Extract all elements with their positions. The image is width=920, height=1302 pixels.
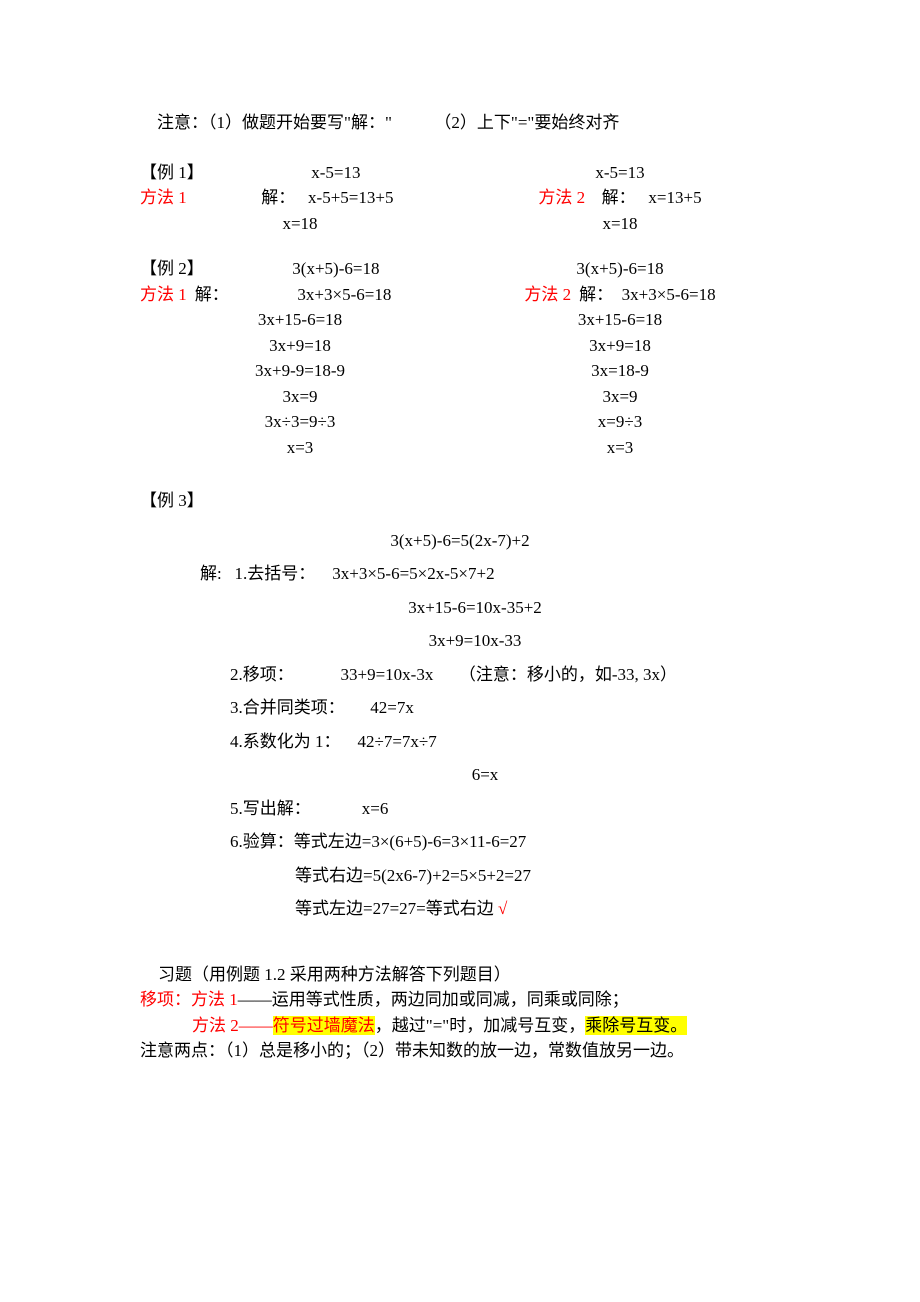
ex3-s4a: 42÷7=7x÷7: [358, 732, 437, 751]
footer-l2-rest: ——运用等式性质，两边同加或同减，同乘或同除；: [238, 990, 629, 1009]
ex1-title: 【例 1】: [140, 160, 204, 186]
ex2-c1-l5: 3x+9-9=18-9: [140, 358, 460, 384]
ex1-c1-solve: 解：: [261, 185, 295, 211]
ex2-c2-solve: 解：: [579, 282, 613, 308]
ex3-s6-lbl: 6.验算：: [230, 832, 294, 851]
note-prefix: 注意：: [157, 113, 208, 132]
footer-l3: 方法 2——符号过墙魔法，越过"="时，加减号互变，乘除号互变。: [140, 1013, 780, 1039]
ex1-m1: 方法 1: [140, 185, 187, 211]
ex3-s6b: 等式右边=5(2x6-7)+2=5×5+2=27: [140, 863, 780, 889]
footer-l3-m2: 方法 2: [192, 1016, 239, 1035]
ex3-s5-lbl: 5.写出解：: [230, 799, 311, 818]
ex2-c1-l7: 3x÷3=9÷3: [140, 409, 460, 435]
ex2-m1: 方法 1: [140, 282, 187, 308]
ex2-title: 【例 2】: [140, 256, 204, 282]
note-line: 注意：（1）做题开始要写"解：" （2）上下"="要始终对齐: [140, 110, 780, 136]
ex1-m2: 方法 2: [538, 185, 585, 211]
ex3-s3-lbl: 3.合并同类项：: [230, 698, 345, 717]
ex2-c2-l2: 3x+3×5-6=18: [622, 282, 716, 308]
footer-l2-m1: 方法 1: [191, 990, 238, 1009]
ex1-c2-l2: x=13+5: [648, 185, 701, 211]
ex2-c2-l1: 3(x+5)-6=18: [460, 256, 780, 282]
ex1-c2-solve: 解：: [602, 185, 636, 211]
ex2-c2-l3: 3x+15-6=18: [460, 307, 780, 333]
footer-l4: 注意两点：（1）总是移小的；（2）带未知数的放一边，常数值放另一边。: [140, 1038, 780, 1064]
ex3-s6c-pre: 等式左边=27=27=等式右边: [295, 899, 494, 918]
ex3-s6a: 等式左边=3×(6+5)-6=3×11-6=27: [294, 832, 527, 851]
ex3-s2a: 33+9=10x-3x: [341, 665, 434, 684]
ex2-c1-solve: 解：: [195, 282, 229, 308]
footer-l3-hl: 符号过墙魔法: [273, 1016, 375, 1035]
ex3-s1a: 3x+3×5-6=5×2x-5×7+2: [332, 564, 494, 583]
footer-l1: 习题（用例题 1.2 采用两种方法解答下列题目）: [140, 962, 780, 988]
footer-l3-hl2: 乘除号互变。: [585, 1016, 687, 1035]
ex1-c1-l2: x-5+5=13+5: [308, 185, 393, 211]
ex3-s1c: 3x+9=10x-33: [140, 628, 780, 654]
footer-l3-rest1: ，越过"="时，加减号互变，: [375, 1016, 585, 1035]
footer-block: 习题（用例题 1.2 采用两种方法解答下列题目） 移项：方法 1——运用等式性质…: [140, 962, 780, 1064]
ex2-c1-l6: 3x=9: [140, 384, 460, 410]
ex2-c2-l8: x=3: [460, 435, 780, 461]
ex3-s1-lbl: 1.去括号：: [234, 564, 315, 583]
ex3-s2-note: （注意：移小的，如-33, 3x）: [459, 665, 677, 684]
ex3-eq: 3(x+5)-6=5(2x-7)+2: [140, 528, 780, 554]
ex3-solve-lbl: 解:: [200, 564, 222, 583]
note-p2: （2）上下"="要始终对齐: [434, 113, 619, 132]
footer-l2: 移项：方法 1——运用等式性质，两边同加或同减，同乘或同除；: [140, 987, 780, 1013]
ex2-c2-l7: x=9÷3: [460, 409, 780, 435]
ex2-c1-l2: 3x+3×5-6=18: [229, 282, 460, 308]
ex2-c1-l1: 3(x+5)-6=18: [212, 256, 460, 282]
ex3-s3a: 42=7x: [370, 698, 414, 717]
ex1-c1-l1: x-5=13: [212, 160, 460, 186]
ex3-s5a: x=6: [362, 799, 389, 818]
ex2-c2-l5: 3x=18-9: [460, 358, 780, 384]
example-1: 【例 1】 x-5=13 方法 1 解： x-5+5=13+5 x=18 x-5…: [140, 160, 780, 237]
ex3-s1b: 3x+15-6=10x-35+2: [140, 595, 780, 621]
example-3: 【例 3】 3(x+5)-6=5(2x-7)+2 解: 1.去括号： 3x+3×…: [140, 488, 780, 922]
ex1-c2-l1: x-5=13: [460, 160, 780, 186]
ex3-s2-lbl: 2.移项：: [230, 665, 294, 684]
ex2-c1-l3: 3x+15-6=18: [140, 307, 460, 333]
footer-l3-dash: ——: [239, 1016, 273, 1035]
ex2-c1-l4: 3x+9=18: [140, 333, 460, 359]
ex2-m2: 方法 2: [524, 282, 571, 308]
ex2-c2-l6: 3x=9: [460, 384, 780, 410]
note-p1: （1）做题开始要写"解：": [208, 113, 392, 132]
ex1-c2-l3: x=18: [460, 211, 780, 237]
ex2-c2-l4: 3x+9=18: [460, 333, 780, 359]
ex1-c1-l3: x=18: [140, 211, 460, 237]
ex3-s4b: 6=x: [140, 762, 780, 788]
footer-l2-pre: 移项：: [140, 990, 191, 1009]
ex3-s4-lbl: 4.系数化为 1：: [230, 732, 341, 751]
example-2: 【例 2】 3(x+5)-6=18 方法 1 解： 3x+3×5-6=18 3x…: [140, 256, 780, 460]
ex2-c1-l8: x=3: [140, 435, 460, 461]
ex3-title: 【例 3】: [140, 488, 780, 514]
check-icon: √: [498, 899, 507, 918]
